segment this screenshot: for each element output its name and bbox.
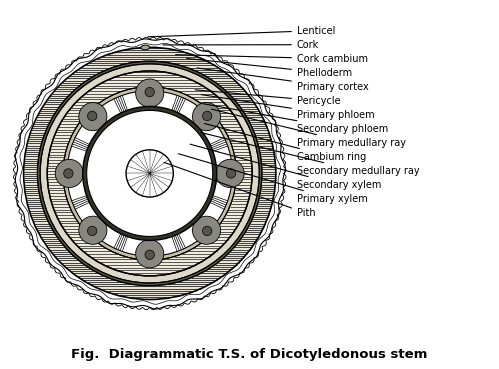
Circle shape bbox=[151, 175, 174, 198]
Polygon shape bbox=[161, 118, 205, 162]
Circle shape bbox=[37, 61, 262, 286]
Circle shape bbox=[145, 87, 154, 97]
Circle shape bbox=[126, 149, 149, 172]
Text: Cork: Cork bbox=[163, 40, 319, 50]
Polygon shape bbox=[129, 113, 170, 149]
Circle shape bbox=[63, 87, 237, 260]
Text: Cork cambium: Cork cambium bbox=[176, 54, 368, 64]
Polygon shape bbox=[129, 197, 170, 234]
Circle shape bbox=[79, 216, 107, 244]
Circle shape bbox=[156, 162, 179, 185]
Circle shape bbox=[145, 250, 154, 259]
Text: Primary medullary ray: Primary medullary ray bbox=[212, 109, 406, 148]
Text: Primary phloem: Primary phloem bbox=[201, 94, 375, 120]
Circle shape bbox=[120, 162, 143, 185]
Text: Secondary xylem: Secondary xylem bbox=[190, 144, 381, 190]
Polygon shape bbox=[113, 95, 142, 151]
Circle shape bbox=[136, 240, 164, 268]
Circle shape bbox=[203, 226, 212, 236]
Circle shape bbox=[47, 71, 252, 276]
Circle shape bbox=[40, 64, 259, 283]
Circle shape bbox=[64, 169, 73, 178]
Circle shape bbox=[67, 91, 233, 256]
Circle shape bbox=[63, 87, 237, 260]
Circle shape bbox=[151, 149, 174, 172]
Circle shape bbox=[47, 71, 252, 276]
Circle shape bbox=[136, 79, 164, 107]
Circle shape bbox=[138, 180, 161, 203]
Polygon shape bbox=[94, 184, 139, 229]
Text: Lenticel: Lenticel bbox=[148, 25, 335, 37]
Circle shape bbox=[203, 111, 212, 121]
Circle shape bbox=[216, 159, 244, 187]
Polygon shape bbox=[71, 182, 128, 210]
Polygon shape bbox=[174, 153, 211, 194]
Circle shape bbox=[138, 144, 161, 167]
Text: Pith: Pith bbox=[164, 162, 315, 218]
Polygon shape bbox=[89, 153, 126, 194]
Polygon shape bbox=[172, 182, 228, 210]
Polygon shape bbox=[158, 95, 186, 151]
Circle shape bbox=[193, 103, 221, 131]
Text: Secondary medullary ray: Secondary medullary ray bbox=[201, 132, 420, 176]
Ellipse shape bbox=[141, 45, 150, 50]
Circle shape bbox=[87, 226, 97, 236]
Circle shape bbox=[227, 169, 236, 178]
Text: Fig.  Diagrammatic T.S. of Dicotyledonous stem: Fig. Diagrammatic T.S. of Dicotyledonous… bbox=[71, 348, 428, 361]
Text: Secondary phloem: Secondary phloem bbox=[203, 104, 388, 134]
Circle shape bbox=[193, 216, 221, 244]
Circle shape bbox=[40, 64, 259, 283]
Text: Pericycle: Pericycle bbox=[195, 90, 340, 106]
Circle shape bbox=[67, 91, 233, 256]
Circle shape bbox=[55, 159, 83, 187]
Text: Primary cortex: Primary cortex bbox=[197, 68, 369, 92]
Polygon shape bbox=[158, 196, 186, 252]
Circle shape bbox=[87, 111, 97, 121]
Text: Primary xylem: Primary xylem bbox=[179, 154, 368, 204]
Polygon shape bbox=[94, 118, 139, 162]
Text: Phelloderm: Phelloderm bbox=[187, 58, 352, 78]
Circle shape bbox=[23, 47, 276, 300]
Polygon shape bbox=[172, 137, 228, 165]
Circle shape bbox=[79, 103, 107, 131]
Circle shape bbox=[83, 107, 217, 240]
Circle shape bbox=[87, 110, 213, 237]
Circle shape bbox=[37, 61, 262, 286]
Circle shape bbox=[126, 150, 173, 197]
Polygon shape bbox=[113, 196, 142, 252]
Circle shape bbox=[126, 175, 149, 198]
Polygon shape bbox=[71, 137, 128, 165]
Polygon shape bbox=[161, 184, 205, 229]
Text: Cambium ring: Cambium ring bbox=[205, 124, 366, 162]
